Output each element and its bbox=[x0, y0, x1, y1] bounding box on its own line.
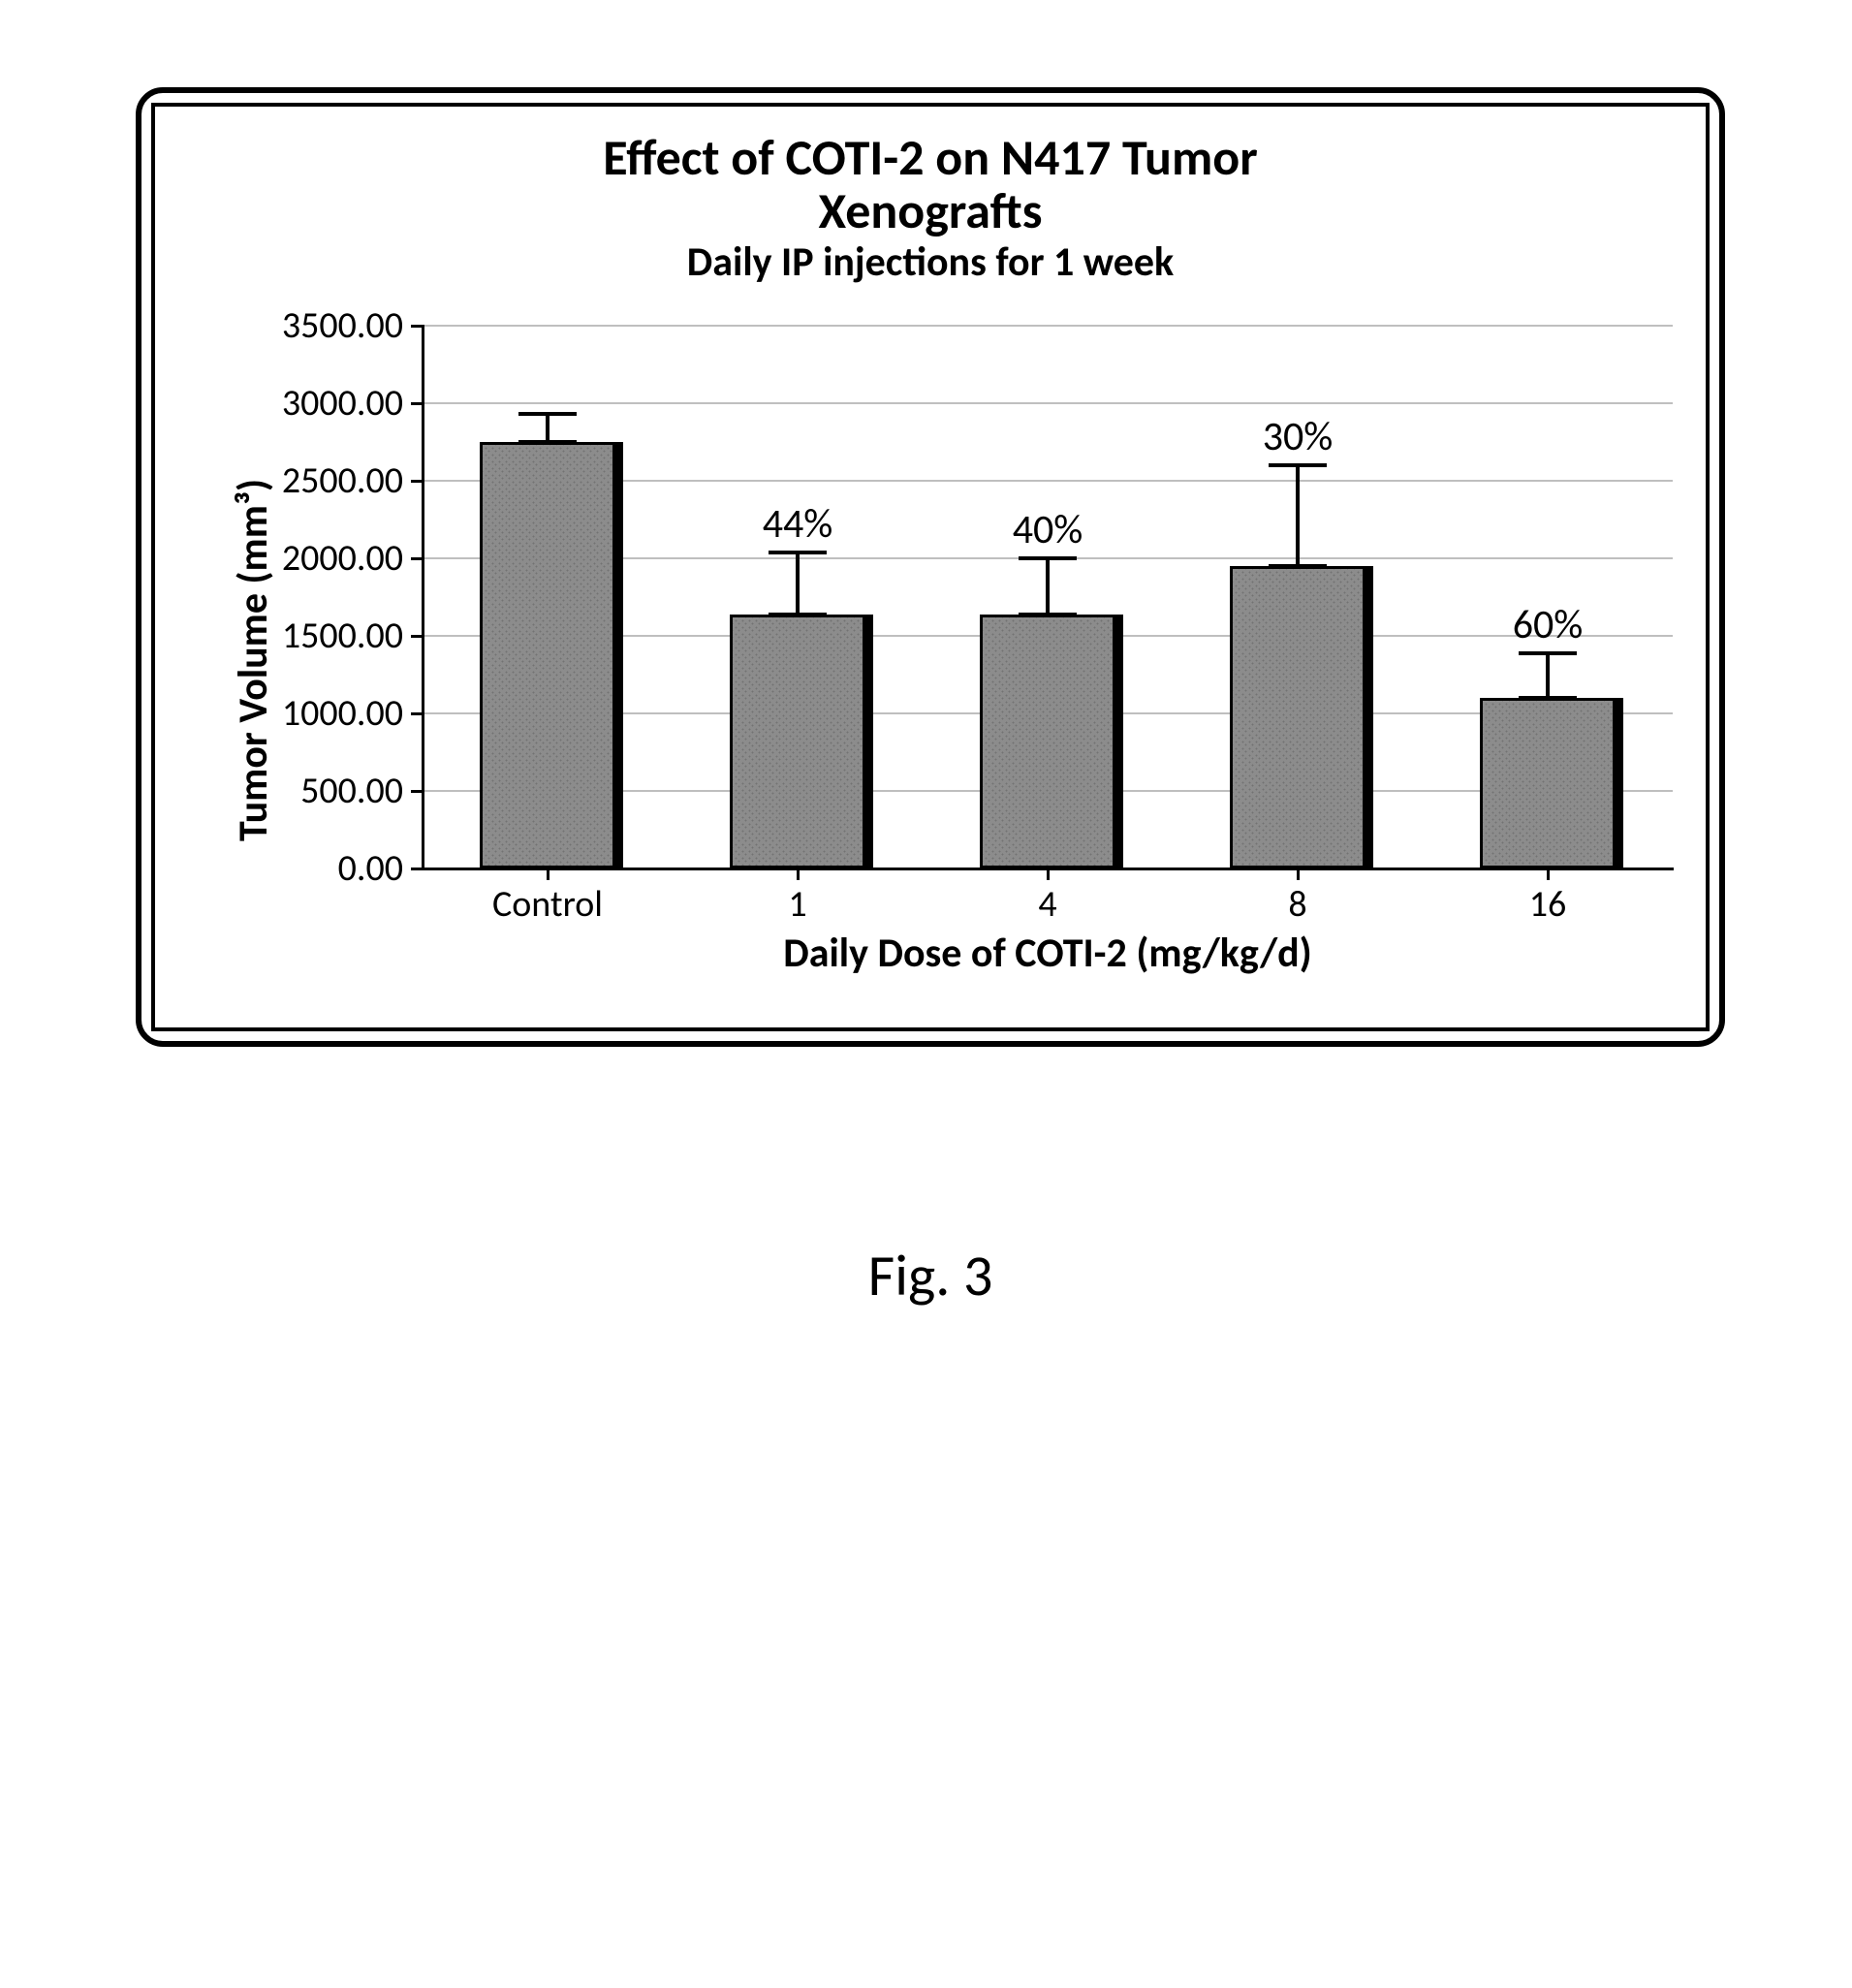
error-bar-cap-top bbox=[1269, 463, 1327, 467]
bar-texture bbox=[1483, 701, 1613, 866]
bar-value-label: 40% bbox=[1013, 505, 1083, 554]
x-axis-label: Daily Dose of COTI-2 (mg/kg/d) bbox=[783, 929, 1312, 978]
bar-shadow bbox=[1616, 698, 1623, 868]
x-tick bbox=[547, 868, 549, 880]
error-bar-line bbox=[1296, 465, 1300, 566]
bar-shadow bbox=[1115, 615, 1123, 868]
bar bbox=[1230, 566, 1365, 868]
bar-shadow bbox=[615, 442, 623, 868]
figure-frame: Effect of COTI-2 on N417 Tumor Xenograft… bbox=[136, 87, 1725, 1047]
bar bbox=[1480, 698, 1616, 868]
error-bar-cap-top bbox=[1519, 651, 1577, 655]
y-axis-line bbox=[422, 325, 424, 869]
plot-area: 0.00500.001000.001500.002000.002500.0030… bbox=[423, 326, 1673, 868]
error-bar-line bbox=[1046, 558, 1050, 615]
x-category-label: 4 bbox=[1038, 882, 1056, 927]
error-bar-cap-bottom bbox=[769, 613, 827, 616]
x-tick bbox=[1297, 868, 1300, 880]
bar-texture bbox=[983, 617, 1113, 866]
bar-texture bbox=[1233, 569, 1363, 866]
bar-texture bbox=[733, 617, 863, 866]
x-tick bbox=[1047, 868, 1050, 880]
gridline bbox=[423, 325, 1673, 327]
gridline bbox=[423, 402, 1673, 404]
x-category-label: 8 bbox=[1288, 882, 1306, 927]
y-tick-label: 3000.00 bbox=[229, 381, 403, 426]
bar-value-label: 30% bbox=[1263, 412, 1334, 461]
bar bbox=[480, 442, 615, 868]
x-category-label: 16 bbox=[1529, 882, 1567, 927]
bar-value-label: 60% bbox=[1513, 600, 1584, 649]
page: Effect of COTI-2 on N417 Tumor Xenograft… bbox=[0, 0, 1852, 1988]
error-bar-cap-bottom bbox=[1519, 696, 1577, 700]
error-bar-cap-top bbox=[518, 412, 577, 416]
chart-border: Effect of COTI-2 on N417 Tumor Xenograft… bbox=[151, 103, 1710, 1031]
bar-shadow bbox=[865, 615, 873, 868]
figure-caption: Fig. 3 bbox=[868, 1241, 993, 1311]
error-bar-cap-top bbox=[769, 551, 827, 554]
bar bbox=[980, 615, 1115, 868]
x-tick bbox=[797, 868, 800, 880]
error-bar-cap-bottom bbox=[1019, 613, 1077, 616]
error-bar-line bbox=[546, 414, 549, 442]
error-bar-line bbox=[1546, 653, 1550, 698]
bar-shadow bbox=[1365, 566, 1373, 868]
error-bar-cap-bottom bbox=[1269, 564, 1327, 568]
chart-subtitle: Daily IP injections for 1 week bbox=[687, 237, 1174, 287]
error-bar-line bbox=[796, 552, 800, 615]
bar-value-label: 44% bbox=[763, 499, 833, 549]
x-tick bbox=[1547, 868, 1550, 880]
error-bar-cap-top bbox=[1019, 556, 1077, 560]
error-bar-cap-bottom bbox=[518, 440, 577, 444]
chart-title-line-2: Xenografts bbox=[819, 179, 1043, 241]
x-category-label: 1 bbox=[788, 882, 806, 927]
bar bbox=[730, 615, 865, 868]
y-tick-label: 3500.00 bbox=[229, 303, 403, 348]
bar-texture bbox=[483, 445, 612, 866]
y-axis-label: Tumor Volume (mm³) bbox=[229, 479, 278, 841]
x-category-label: Control bbox=[492, 882, 603, 927]
y-tick-label: 0.00 bbox=[229, 846, 403, 891]
